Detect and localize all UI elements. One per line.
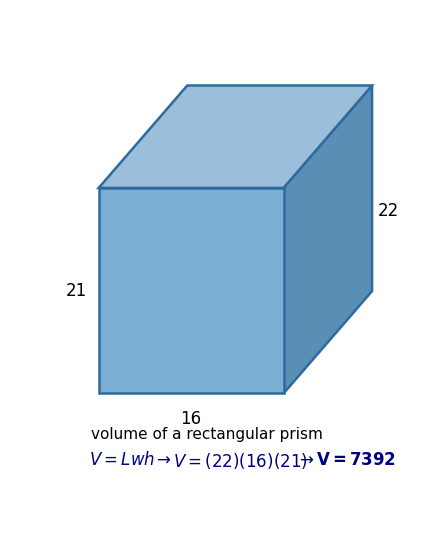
Text: 22: 22 — [378, 203, 400, 220]
Text: $V = Lwh$: $V = Lwh$ — [89, 451, 155, 469]
Text: 16: 16 — [180, 411, 202, 428]
Text: 21: 21 — [66, 282, 87, 300]
Text: volume of a rectangular prism: volume of a rectangular prism — [91, 427, 323, 442]
Text: →: → — [156, 451, 170, 469]
Polygon shape — [99, 188, 283, 394]
Text: →: → — [299, 451, 313, 469]
Text: $V = (22)(16)(21)$: $V = (22)(16)(21)$ — [173, 451, 308, 471]
Polygon shape — [283, 86, 372, 394]
Text: $\bf{V = 7392}$: $\bf{V = 7392}$ — [316, 451, 396, 469]
Polygon shape — [99, 86, 372, 188]
